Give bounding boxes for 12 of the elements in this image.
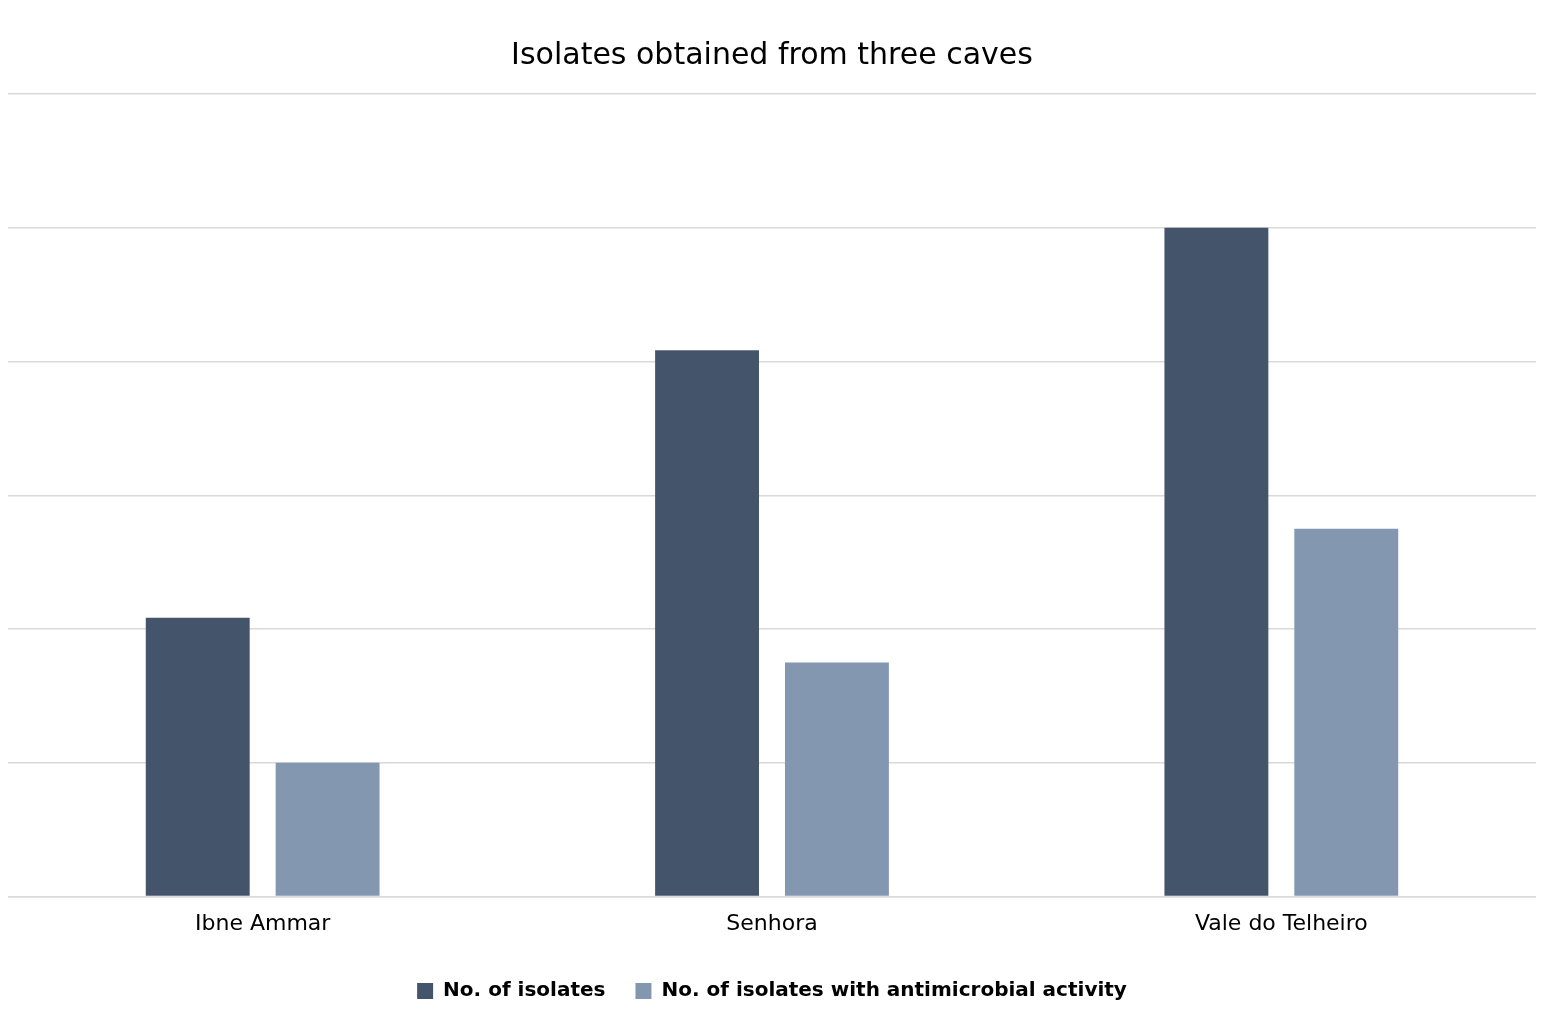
- bar: [145, 617, 250, 896]
- legend-label: No. of isolates: [443, 977, 606, 1002]
- x-tick-label: Ibne Ammar: [194, 909, 332, 935]
- chart-title: Isolates obtained from three caves: [511, 35, 1033, 71]
- bar: [655, 350, 760, 896]
- bar: [1294, 528, 1399, 896]
- x-tick-label: Vale do Telheiro: [1194, 909, 1368, 935]
- bar: [784, 662, 889, 896]
- x-tick-label: Senhora: [726, 909, 818, 935]
- bar: [1164, 227, 1269, 896]
- bar: [275, 762, 380, 896]
- legend-label: No. of isolates with antimicrobial activity: [661, 977, 1127, 1002]
